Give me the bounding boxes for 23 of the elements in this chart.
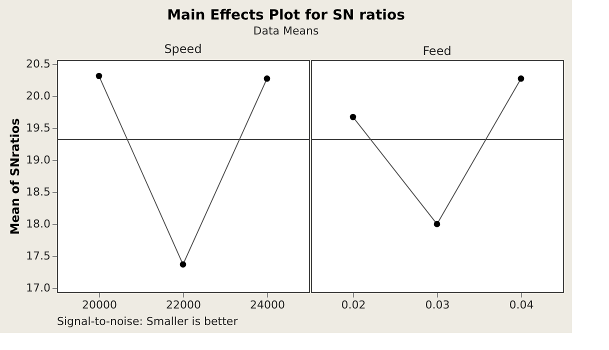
x-tick-label: 0.02: [341, 298, 366, 312]
point: [180, 261, 186, 268]
point: [264, 75, 270, 82]
y-tick-label: 19.5: [26, 121, 50, 134]
x-tick-label: 24000: [250, 298, 285, 312]
y-axis-title: Mean of SNratios: [8, 118, 22, 235]
y-tick-label: 18.0: [26, 218, 50, 231]
y-tick-label: 17.0: [26, 282, 50, 295]
x-tick-label: 0.04: [509, 298, 534, 312]
y-tick-label: 20.5: [26, 57, 50, 70]
y-tick-label: 18.5: [26, 186, 50, 199]
x-tick-label: 20000: [82, 298, 117, 312]
chart-subtitle: Data Means: [253, 24, 319, 38]
x-axis-title: Speed: [164, 42, 202, 56]
x-tick-label: 0.03: [425, 298, 450, 312]
x-axis-title: Feed: [422, 44, 452, 58]
y-tick-label: 17.5: [26, 250, 50, 263]
text: Signal-to-noise: Smaller is better: [57, 315, 238, 328]
y-tick-label: 19.0: [26, 153, 50, 166]
x-tick-label: 22000: [166, 298, 201, 312]
chart-title: Main Effects Plot for SN ratios: [167, 7, 405, 24]
y-tick-label: 20.0: [26, 89, 50, 102]
point: [96, 72, 102, 80]
